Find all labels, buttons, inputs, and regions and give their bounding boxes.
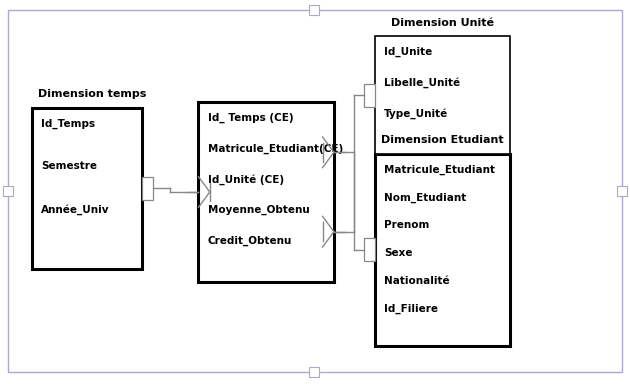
Text: Dimension Etudiant: Dimension Etudiant <box>381 135 504 145</box>
Bar <box>364 238 375 261</box>
Bar <box>617 186 627 196</box>
Text: Id_Filiere: Id_Filiere <box>384 304 438 314</box>
Text: Matricule_Etudiant: Matricule_Etudiant <box>384 164 495 175</box>
Text: Moyenne_Obtenu: Moyenne_Obtenu <box>208 205 310 215</box>
Bar <box>375 154 510 346</box>
Text: Dimension temps: Dimension temps <box>38 89 146 99</box>
Bar <box>364 84 375 107</box>
Text: Libelle_Unité: Libelle_Unité <box>384 78 461 88</box>
Bar <box>3 186 13 196</box>
Text: Id_Temps: Id_Temps <box>41 118 95 129</box>
Text: Semestre: Semestre <box>41 161 97 171</box>
Text: Matricule_Etudiant(CE): Matricule_Etudiant(CE) <box>208 143 343 154</box>
Text: Prenom: Prenom <box>384 220 430 230</box>
Text: Id_Unite: Id_Unite <box>384 47 433 58</box>
Text: Id_ Temps (CE): Id_ Temps (CE) <box>208 113 294 123</box>
Bar <box>198 102 334 282</box>
Text: Sexe: Sexe <box>384 248 413 258</box>
Text: Année_Univ: Année_Univ <box>41 204 110 215</box>
Bar <box>142 177 153 200</box>
Text: Type_Unité: Type_Unité <box>384 108 449 119</box>
Text: Dimension Unité: Dimension Unité <box>391 18 494 28</box>
Bar <box>32 108 142 269</box>
Bar <box>309 367 319 377</box>
Text: Id_Unité (CE): Id_Unité (CE) <box>208 174 284 185</box>
Text: Nom_Etudiant: Nom_Etudiant <box>384 192 467 202</box>
Bar <box>375 36 510 154</box>
Text: Credit_Obtenu: Credit_Obtenu <box>208 236 292 246</box>
Bar <box>309 5 319 15</box>
Text: Nationalité: Nationalité <box>384 276 450 286</box>
